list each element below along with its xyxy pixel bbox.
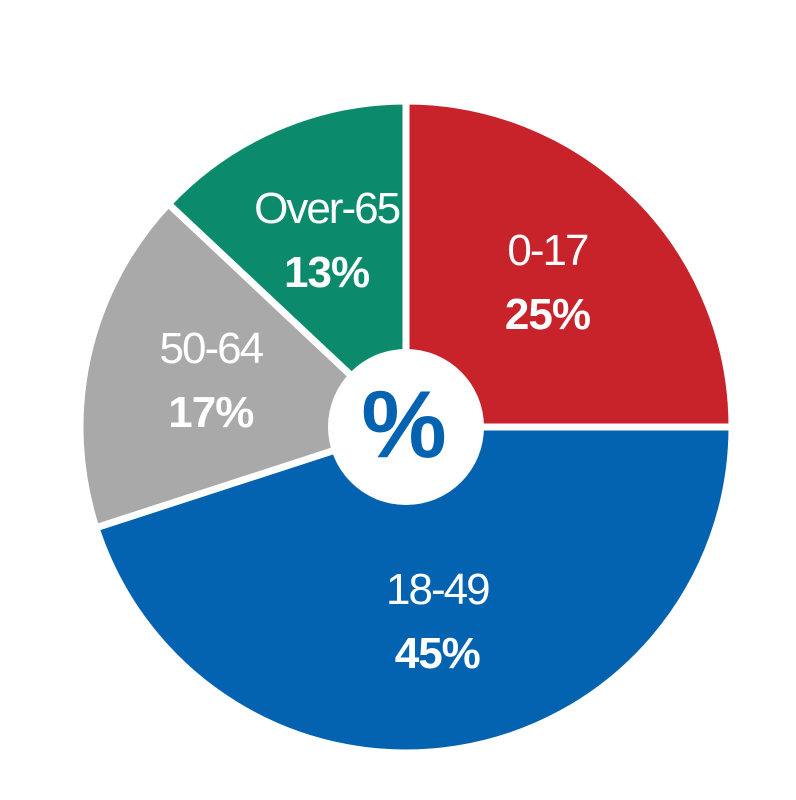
slice-category: Over-65 — [254, 184, 399, 233]
slice-value-label: 25% — [505, 290, 590, 339]
slice-category: 0-17 — [507, 226, 588, 275]
pie-slice — [76, 198, 413, 533]
slice-category: 50-64 — [160, 324, 264, 373]
center-hole — [328, 349, 484, 505]
slice-value-label: 17% — [168, 388, 253, 437]
wedges — [76, 97, 736, 757]
center-label: % — [361, 371, 446, 478]
pie-slice — [163, 97, 410, 436]
slice-value-label: 45% — [395, 629, 480, 678]
slice-value-label: 13% — [284, 248, 369, 297]
slice-category: 18-49 — [386, 565, 489, 614]
pie-slice — [91, 423, 736, 757]
pie-slice — [402, 97, 736, 431]
